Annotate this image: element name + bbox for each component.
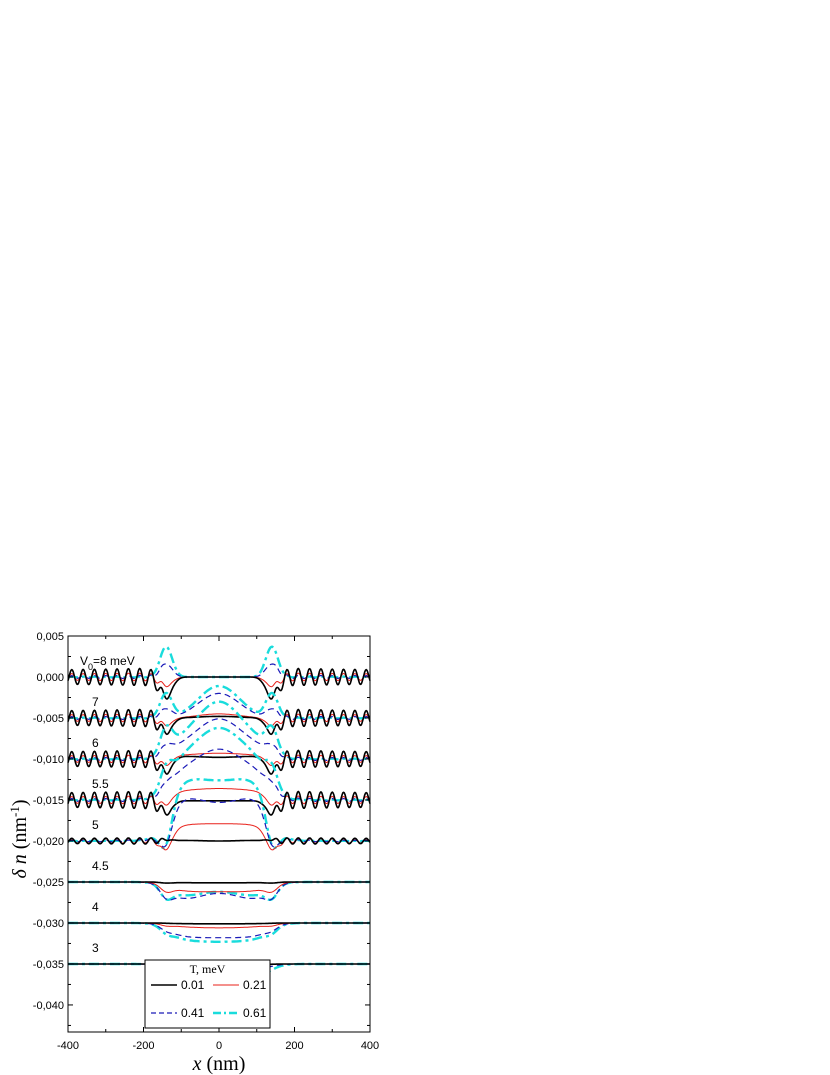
curve-labels: V0=8 meV 7 6 5.5 5 4.5 4 3 xyxy=(80,654,135,955)
curve-V0-7-T-0.21 xyxy=(67,713,371,727)
y-axis: 0,005 0,000 -0,005 -0,010 -0,015 -0,020 -0,025… xyxy=(33,631,370,1026)
y-tick-label: 0,005 xyxy=(36,631,64,643)
curve-V0-5.5-T-0.41 xyxy=(67,748,371,803)
x-title-unit: (nm) xyxy=(202,1053,246,1075)
x-tick-label: 200 xyxy=(285,1040,303,1052)
curve-V0-7-T-0.61 xyxy=(67,684,371,720)
y-tick-label: -0,020 xyxy=(33,836,64,848)
curve-label: 3 xyxy=(92,941,99,955)
curve-V0-5-T-0.61 xyxy=(67,778,371,850)
curve-label: 5.5 xyxy=(92,777,109,791)
curve-V0-6-T-0.21 xyxy=(67,752,371,766)
curve-V0-6-T-0.41 xyxy=(67,718,371,762)
curve-label: 7 xyxy=(92,695,99,709)
y-tick-label: -0,010 xyxy=(33,754,64,766)
y-title-symbol: δ n xyxy=(9,854,31,878)
x-title-symbol: x xyxy=(192,1053,202,1075)
curve-V0-6-T-0.01 xyxy=(67,749,371,775)
curve-V0-5-T-0.01 xyxy=(67,837,371,845)
x-axis-title: x (nm) xyxy=(192,1053,246,1075)
curve-label: 5 xyxy=(92,818,99,832)
legend-label: 0.01 xyxy=(181,978,205,992)
x-tick-label: 0 xyxy=(216,1040,222,1052)
curve-label-sub: 0 xyxy=(88,662,93,672)
curve-V0-4-T-0.61 xyxy=(67,921,371,943)
y-tick-label: -0,015 xyxy=(33,795,64,807)
y-tick-label: -0,005 xyxy=(33,713,64,725)
y-tick-label: -0,040 xyxy=(33,1000,64,1012)
legend-box xyxy=(144,959,271,1029)
curve-V0-4-T-0.41 xyxy=(68,922,370,939)
x-axis: -400 -200 0 200 400 xyxy=(57,636,379,1052)
legend-title: T, meV xyxy=(190,962,226,976)
y-tick-label: -0,035 xyxy=(33,959,64,971)
legend-label: 0.41 xyxy=(181,1006,205,1020)
curve-V0-5-T-0.21 xyxy=(67,823,371,851)
curve-V0-6-T-0.61 xyxy=(67,700,371,761)
series-curves xyxy=(67,645,371,980)
curve-label-v: V xyxy=(80,654,88,668)
curve-label-rest: =8 meV xyxy=(93,654,135,668)
curve-label: V0=8 meV xyxy=(80,654,135,672)
curve-V0-8-T-0.01 xyxy=(67,667,371,700)
curve-V0-5-T-0.41 xyxy=(67,798,371,848)
y-tick-label: -0,030 xyxy=(33,918,64,930)
y-title-close: ) xyxy=(9,799,31,806)
curve-V0-5.5-T-0.01 xyxy=(67,790,371,816)
legend-entries: 0.01 0.21 0.41 0.61 xyxy=(151,978,267,1020)
curve-V0-4-T-0.01 xyxy=(68,922,371,925)
x-tick-label: 400 xyxy=(361,1040,379,1052)
legend-label: 0.21 xyxy=(243,978,267,992)
curve-V0-4.5-T-0.41 xyxy=(68,881,370,901)
curve-V0-5.5-T-0.61 xyxy=(67,726,371,802)
y-tick-label: -0,025 xyxy=(33,877,64,889)
y-title-unit: (nm xyxy=(9,817,31,855)
curve-V0-4.5-T-0.01 xyxy=(68,881,371,884)
y-title-exponent: -1 xyxy=(7,806,22,817)
y-tick-label: 0,000 xyxy=(36,672,64,684)
curve-label: 4 xyxy=(92,900,99,914)
legend-label: 0.61 xyxy=(243,1006,267,1020)
legend: T, meV 0.01 0.21 0.41 0.61 xyxy=(144,959,271,1029)
curve-V0-7-T-0.41 xyxy=(67,692,371,721)
y-axis-title: δ n (nm-1) xyxy=(7,799,32,878)
x-tick-label: -200 xyxy=(132,1040,154,1052)
curve-label: 6 xyxy=(92,736,99,750)
curve-V0-4.5-T-0.61 xyxy=(67,880,371,901)
curve-label: 4.5 xyxy=(92,859,109,873)
curve-V0-7-T-0.01 xyxy=(67,708,371,736)
x-tick-label: -400 xyxy=(57,1040,79,1052)
curve-V0-5.5-T-0.21 xyxy=(67,788,371,806)
